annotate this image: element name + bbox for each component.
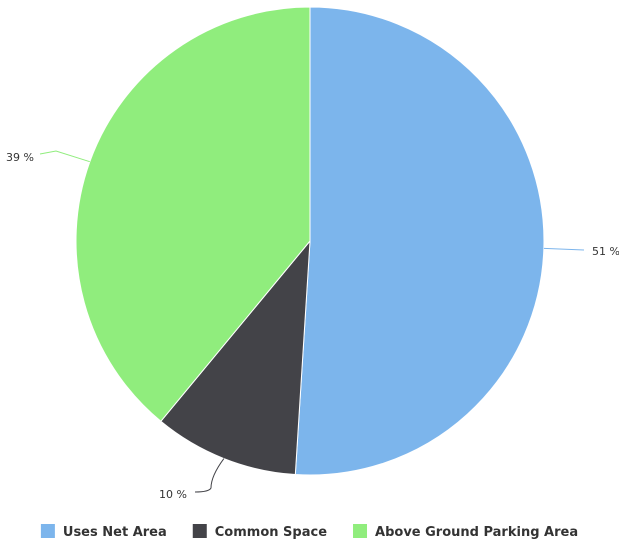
legend-item-uses-net-area[interactable]: Uses Net Area [40, 524, 167, 540]
pie-slice-above-ground-parking-area[interactable] [75, 6, 311, 422]
data-label-connector [543, 247, 585, 251]
data-label-connector [39, 150, 90, 163]
legend-item-common-space[interactable]: Common Space [192, 524, 327, 540]
legend-label: Common Space [215, 525, 327, 540]
legend: Uses Net Area Common Space Above Ground Pa… [40, 524, 578, 540]
pie-slices [75, 6, 545, 476]
legend-item-above-ground-parking-area[interactable]: Above Ground Parking Area [353, 524, 578, 540]
legend-symbol [192, 524, 207, 538]
data-labels: 51 % 10 % 39 % [6, 150, 619, 501]
data-label: 39 % [6, 151, 34, 164]
legend-symbol [40, 524, 55, 538]
legend-symbol [353, 524, 368, 538]
data-label: 51 % [592, 245, 619, 258]
data-label: 10 % [159, 488, 187, 501]
legend-label: Uses Net Area [63, 525, 167, 540]
data-label-connector [194, 458, 225, 493]
legend-label: Above Ground Parking Area [375, 525, 578, 540]
pie-slice-uses-net-area[interactable] [294, 6, 545, 476]
